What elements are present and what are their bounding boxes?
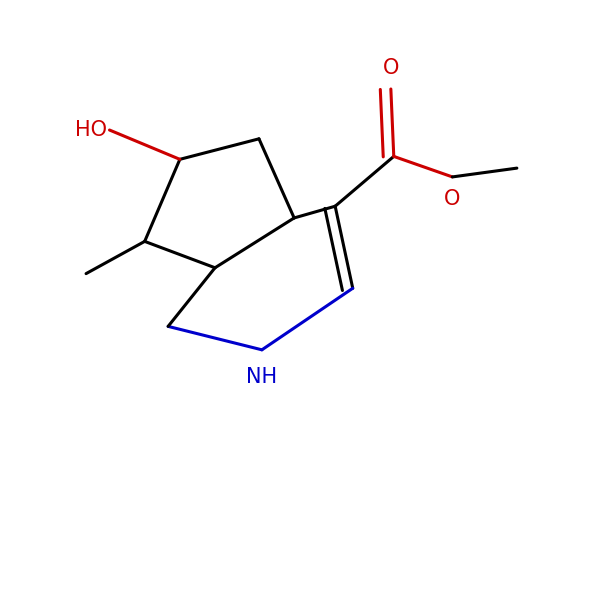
Text: NH: NH <box>247 367 277 388</box>
Text: HO: HO <box>74 120 107 140</box>
Text: O: O <box>444 188 461 209</box>
Text: O: O <box>383 58 399 79</box>
